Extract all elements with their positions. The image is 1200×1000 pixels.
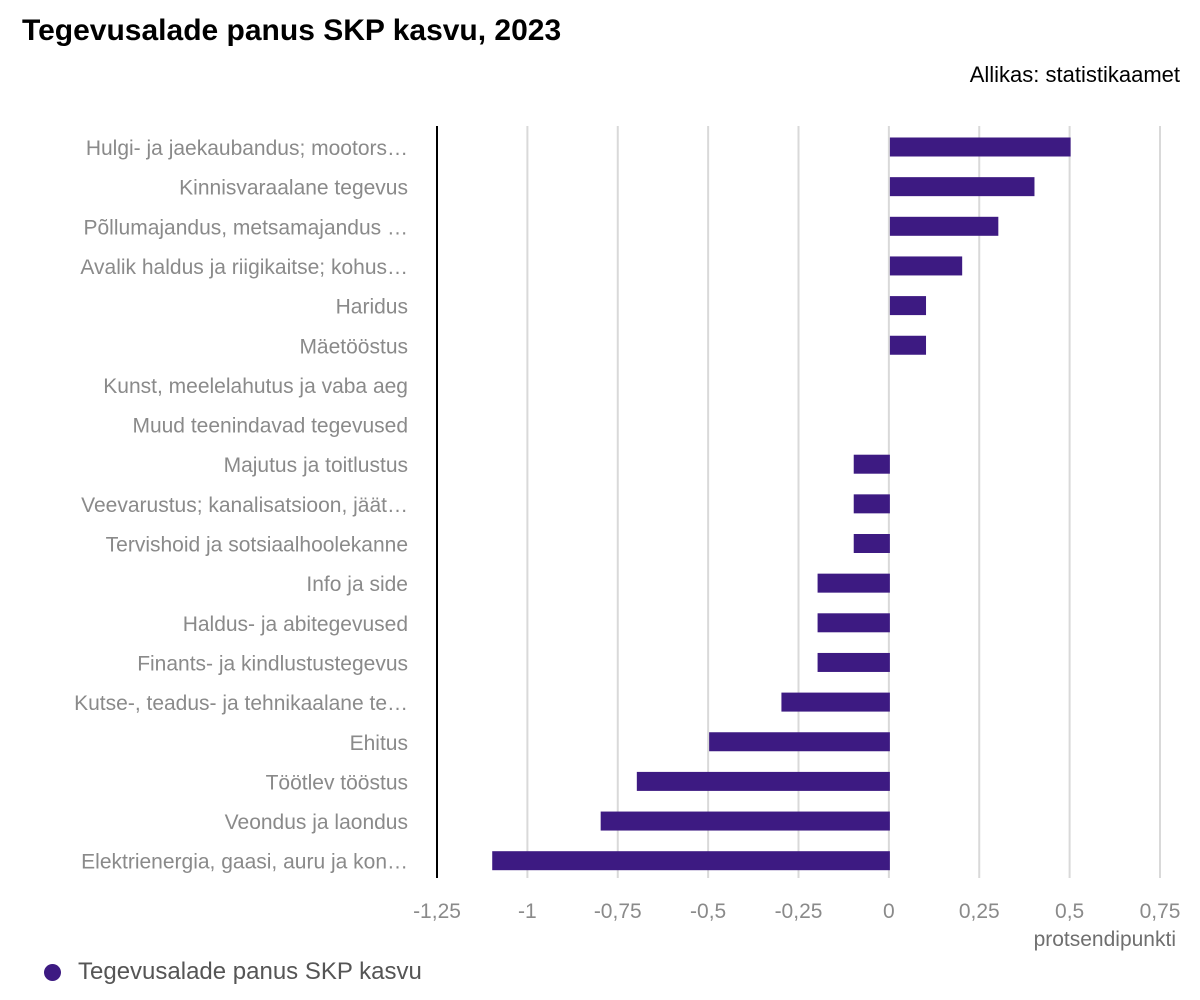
category-label: Mäetööstus xyxy=(299,335,408,358)
category-label: Haldus- ja abitegevused xyxy=(183,613,408,636)
category-label: Tervishoid ja sotsiaalhoolekanne xyxy=(106,534,408,557)
bar xyxy=(817,652,890,672)
x-tick-label: 0 xyxy=(883,900,895,923)
x-tick-label: -1 xyxy=(518,900,537,923)
bar xyxy=(492,851,890,871)
x-tick-label: 0,5 xyxy=(1055,900,1084,923)
x-tick-label: -0,5 xyxy=(690,900,726,923)
source-note: Allikas: statistikaamet xyxy=(969,62,1180,87)
category-labels: Hulgi- ja jaekaubandus; mootors… Kinnisva… xyxy=(74,137,408,874)
category-label: Muud teenindavad tegevused xyxy=(132,415,408,438)
category-label: Ehitus xyxy=(350,732,408,755)
bar xyxy=(817,613,890,633)
bar xyxy=(853,494,890,514)
category-label: Avalik haldus ja riigikaitse; kohus… xyxy=(80,256,408,279)
category-label: Kutse-, teadus- ja tehnikaalane te… xyxy=(74,692,408,715)
x-tick-label: 0,25 xyxy=(959,900,1000,923)
bar xyxy=(853,534,890,553)
category-label: Kinnisvaraalane tegevus xyxy=(179,177,408,200)
category-label: Hulgi- ja jaekaubandus; mootors… xyxy=(86,137,408,160)
category-label: Töötlev tööstus xyxy=(266,771,408,794)
bar xyxy=(889,137,1071,157)
x-tick-label: -1,25 xyxy=(413,900,461,923)
chart-title: Tegevusalade panus SKP kasvu, 2023 xyxy=(22,14,562,47)
bar xyxy=(889,256,963,276)
category-label: Info ja side xyxy=(306,573,408,596)
category-label: Elektrienergia, gaasi, auru ja kon… xyxy=(81,851,408,874)
bar-chart: Hulgi- ja jaekaubandus; mootors… Kinnisva… xyxy=(74,126,1180,951)
category-label: Veevarustus; kanalisatsioon, jäät… xyxy=(81,494,408,517)
bar xyxy=(709,732,890,752)
x-tick-label: -0,75 xyxy=(594,900,642,923)
x-tick-label: 0,75 xyxy=(1140,900,1181,923)
legend-label: Tegevusalade panus SKP kasvu xyxy=(78,958,422,985)
bar xyxy=(781,692,890,712)
category-label: Finants- ja kindlustustegevus xyxy=(137,652,408,675)
bars xyxy=(492,137,1071,871)
category-label: Haridus xyxy=(336,296,408,319)
bar xyxy=(889,335,927,355)
bar xyxy=(889,296,927,316)
bar xyxy=(889,216,999,236)
gridlines xyxy=(526,126,1161,878)
category-label: Kunst, meelelahutus ja vaba aeg xyxy=(103,375,408,398)
bar xyxy=(889,177,1035,197)
x-tick-label: -0,25 xyxy=(775,900,823,923)
category-label: Põllumajandus, metsamajandus … xyxy=(84,216,409,239)
x-axis-title: protsendipunkti xyxy=(1034,928,1176,951)
x-tick-labels: -1,25 -1 -0,75 -0,5 -0,25 0 0,25 0,5 0,75 xyxy=(413,900,1180,923)
bar xyxy=(636,771,890,791)
bar xyxy=(853,454,890,474)
category-label: Veondus ja laondus xyxy=(225,811,408,834)
bar xyxy=(600,811,890,831)
legend-marker xyxy=(44,963,61,981)
bar xyxy=(817,573,890,593)
category-label: Majutus ja toitlustus xyxy=(224,454,408,477)
legend: Tegevusalade panus SKP kasvu xyxy=(44,958,422,986)
